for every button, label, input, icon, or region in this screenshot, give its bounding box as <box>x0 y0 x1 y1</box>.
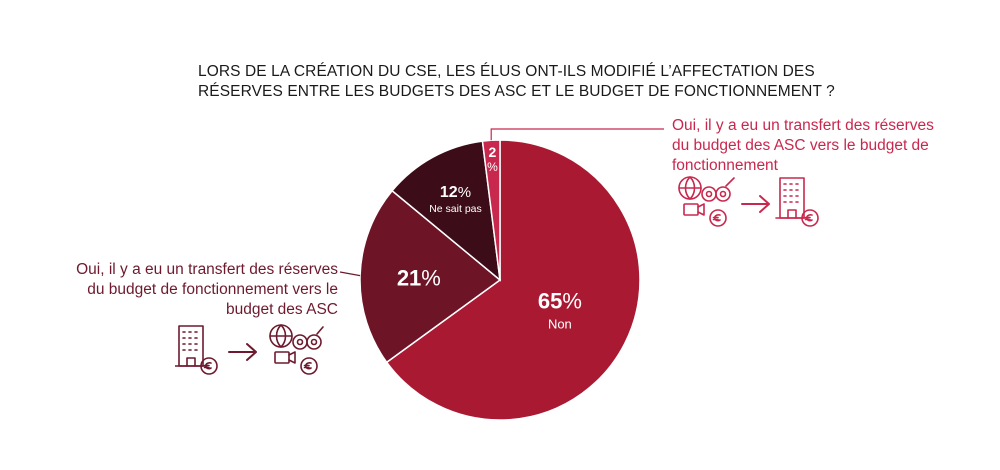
value-label-non: 65% <box>538 289 582 314</box>
slice-ne-sait-pas <box>391 140 501 282</box>
value-label-ne-sait-pas: 12% <box>440 184 471 201</box>
leisure-icon <box>678 176 735 227</box>
category-label-ne-sait-pas: Ne sait pas <box>429 203 482 215</box>
category-label-non: Non <box>548 317 572 332</box>
value-unit-asc-to-fonctionnement: % <box>487 160 498 174</box>
slice-asc-to-fonctionnement <box>481 139 501 281</box>
annotation-asc-to-fonctionnement: Oui, il y a eu un transfert des réserves… <box>672 116 972 176</box>
slice-non <box>385 139 641 421</box>
arrow-right-icon <box>741 195 770 213</box>
building-icon <box>775 177 819 227</box>
leisure-icon <box>269 324 324 375</box>
pie-slices <box>359 139 641 421</box>
chart-title-line-2: RÉSERVES ENTRE LES BUDGETS DES ASC ET LE… <box>198 83 835 100</box>
annotation-left-line-2: du budget de fonctionnement vers le <box>87 281 338 298</box>
leader-line-left <box>339 271 361 277</box>
annotation-fonctionnement-to-asc: Oui, il y a eu un transfert des réserves… <box>20 260 338 320</box>
value-label-fonctionnement-to-asc: 21% <box>397 265 441 290</box>
annotation-leaders <box>339 128 664 277</box>
annotation-left-line-3: budget des ASC <box>225 301 338 318</box>
leader-line-right <box>490 128 664 141</box>
annotation-right-line-2: du budget des ASC vers le budget de <box>672 137 929 154</box>
pie-labels: 65% Non 21% 12% Ne sait pas 2% <box>397 144 582 332</box>
annotation-left-line-1: Oui, il y a eu un transfert des réserves <box>76 261 338 278</box>
chart-title-line-1: LORS DE LA CRÉATION DU CSE, LES ÉLUS ONT… <box>198 63 815 80</box>
icons-fonctionnement-to-asc <box>175 324 324 375</box>
annotation-right-line-1: Oui, il y a eu un transfert des réserves <box>672 117 934 134</box>
building-icon <box>175 325 218 375</box>
icons-asc-to-fonctionnement <box>678 176 819 227</box>
chart-title: LORS DE LA CRÉATION DU CSE, LES ÉLUS ONT… <box>198 62 838 102</box>
slice-fonctionnement-to-asc <box>359 189 502 364</box>
annotation-right-line-3: fonctionnement <box>672 157 778 174</box>
value-label-asc-to-fonctionnement: 2 <box>489 144 497 160</box>
arrow-right-icon <box>228 343 257 361</box>
